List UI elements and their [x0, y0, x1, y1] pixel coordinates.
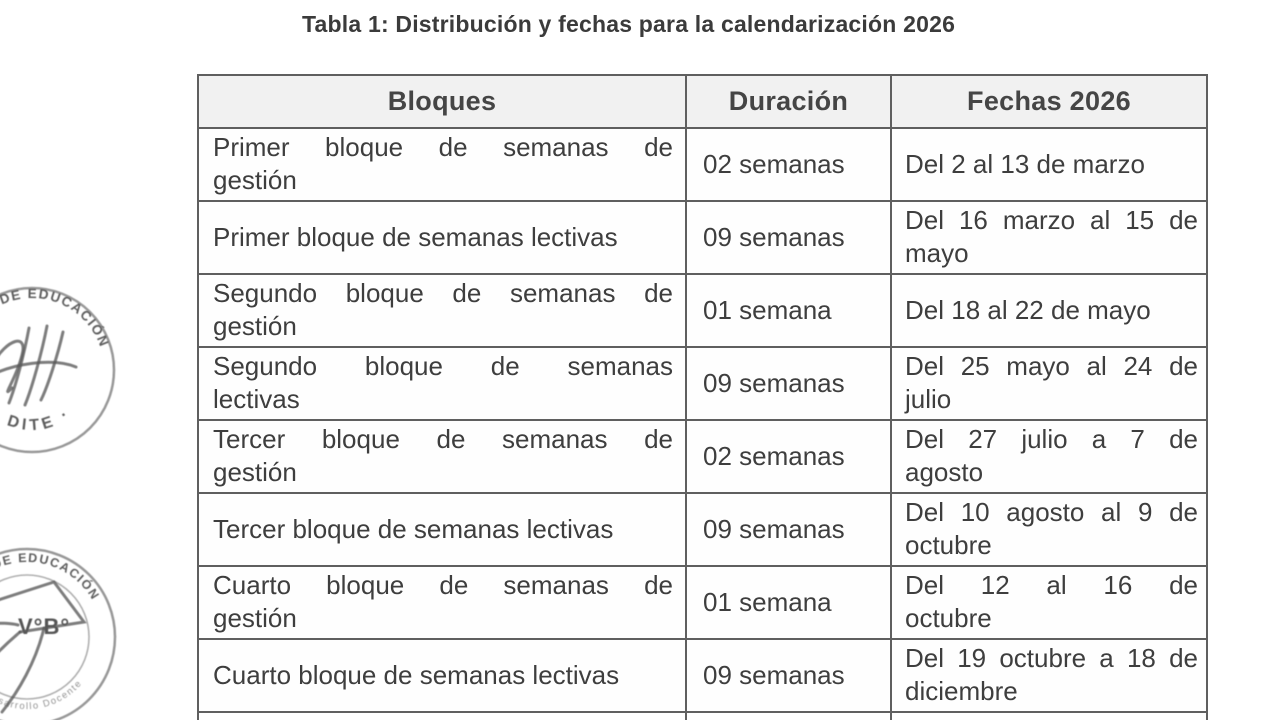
column-header-fechas: Fechas 2026	[890, 74, 1208, 129]
stamp-outer-ring	[0, 286, 116, 454]
cell-line: Primer bloque de semanas de	[213, 132, 673, 162]
cell-bloques: Segundo bloque de semanas lectivas	[197, 346, 687, 421]
ministry-stamp-dite: MINISTERIO DE EDUCACIÓN · DITE ·	[0, 286, 116, 454]
cell-line: Segundo bloque de semanas	[213, 351, 673, 381]
cell-line: Quinto bloque de semanas de	[213, 715, 673, 720]
calendar-table: Bloques Duración Fechas 2026 Primer bloque…	[197, 74, 1208, 720]
cell-line: 01 semana	[703, 294, 832, 325]
cell-line: Del 2 al 13 de marzo	[905, 148, 1145, 179]
cell-line: 09 semanas	[703, 659, 845, 690]
cell-line: Del 25 mayo al 24 de	[905, 351, 1198, 381]
signature-scribble	[0, 324, 78, 407]
cell-line: octubre	[905, 530, 992, 560]
cell-fechas: Del 19 octubre a 18 de diciembre	[890, 638, 1208, 713]
cell-fechas: Del 12 al 16 de octubre	[890, 565, 1208, 640]
cell-line: Segundo bloque de semanas de	[213, 278, 673, 308]
cell-bloques: Tercer bloque de semanas lectivas	[197, 492, 687, 567]
signature-scribble	[0, 580, 87, 714]
cell-line: gestión	[213, 457, 297, 487]
table-header-row: Bloques Duración Fechas 2026	[197, 74, 1208, 129]
cell-line: julio	[905, 384, 952, 414]
cell-fechas: Del 2 al 13 de marzo	[890, 127, 1208, 202]
table-row: Primer bloque de semanas lectivas 09 sema…	[197, 200, 1208, 275]
cell-duracion: 09 semanas	[685, 346, 892, 421]
cell-line: Cuarto bloque de semanas de	[213, 570, 673, 600]
cell-line: octubre	[905, 603, 992, 633]
cell-line: Primer bloque de semanas lectivas	[213, 221, 618, 252]
cell-line: Tercer bloque de semanas de	[213, 424, 673, 454]
cell-duracion: 01 semana	[685, 273, 892, 348]
cell-line: 02 semanas	[703, 440, 845, 471]
cell-fechas: Del 10 agosto al 9 de octubre	[890, 492, 1208, 567]
cell-line: 09 semanas	[703, 513, 845, 544]
cell-line: Del 10 agosto al 9 de	[905, 497, 1198, 527]
cell-bloques: Primer bloque de semanas de gestión	[197, 127, 687, 202]
stamp-dite-text: · DITE ·	[0, 404, 75, 434]
cell-bloques: Segundo bloque de semanas de gestión	[197, 273, 687, 348]
cell-line: Del 21 al 31 de	[905, 715, 1198, 720]
stamp-inner-ring	[0, 574, 90, 700]
cell-fechas: Del 27 julio a 7 de agosto	[890, 419, 1208, 494]
table-body: Primer bloque de semanas de gestión 02 sem…	[197, 127, 1208, 720]
cell-duracion: 02 semanas	[685, 711, 892, 720]
cell-bloques: Tercer bloque de semanas de gestión	[197, 419, 687, 494]
cell-bloques: Primer bloque de semanas lectivas	[197, 200, 687, 275]
cell-bloques: Cuarto bloque de semanas lectivas	[197, 638, 687, 713]
cell-line: 09 semanas	[703, 221, 845, 252]
stamp-outer-ring	[0, 547, 117, 720]
cell-line: lectivas	[213, 384, 300, 414]
cell-line: agosto	[905, 457, 984, 487]
cell-line: Tercer bloque de semanas lectivas	[213, 513, 614, 544]
table-row: Segundo bloque de semanas de gestión 01 se…	[197, 273, 1208, 348]
column-header-bloques: Bloques	[197, 74, 687, 129]
table-row: Tercer bloque de semanas lectivas 09 sema…	[197, 492, 1208, 567]
cell-fechas: Del 25 mayo al 24 de julio	[890, 346, 1208, 421]
cell-fechas: Del 18 al 22 de mayo	[890, 273, 1208, 348]
table-row: Tercer bloque de semanas de gestión 02 sem…	[197, 419, 1208, 494]
cell-line: gestión	[213, 311, 297, 341]
cell-line: gestión	[213, 603, 297, 633]
table-row: Cuarto bloque de semanas lectivas 09 sema…	[197, 638, 1208, 713]
cell-line: 09 semanas	[703, 367, 845, 398]
cell-duracion: 09 semanas	[685, 200, 892, 275]
cell-duracion: 02 semanas	[685, 419, 892, 494]
cell-line: Del 27 julio a 7 de	[905, 424, 1198, 454]
cell-line: mayo	[905, 238, 969, 268]
cell-line: Del 16 marzo al 15 de	[905, 205, 1198, 235]
cell-duracion: 01 semana	[685, 565, 892, 640]
cell-duracion: 09 semanas	[685, 638, 892, 713]
cell-line: Del 18 al 22 de mayo	[905, 294, 1151, 325]
cell-duracion: 09 semanas	[685, 492, 892, 567]
ministry-stamp-vobo: MINISTERIO DE EDUCACIÓN de Desarrollo Do…	[0, 547, 117, 720]
cell-line: gestión	[213, 165, 297, 195]
cell-line: Del 19 octubre a 18 de	[905, 643, 1198, 673]
column-header-duracion: Duración	[685, 74, 892, 129]
table-row: Primer bloque de semanas de gestión 02 sem…	[197, 127, 1208, 202]
cell-line: Del 12 al 16 de	[905, 570, 1198, 600]
cell-line: Cuarto bloque de semanas lectivas	[213, 659, 620, 690]
cell-line: diciembre	[905, 676, 1018, 706]
cell-line: 02 semanas	[703, 148, 845, 179]
table-row: Segundo bloque de semanas lectivas 09 sema…	[197, 346, 1208, 421]
cell-fechas: Del 16 marzo al 15 de mayo	[890, 200, 1208, 275]
document-title: Tabla 1: Distribución y fechas para la c…	[302, 11, 956, 37]
table-row: Cuarto bloque de semanas de gestión 01 sem…	[197, 565, 1208, 640]
cell-line: 01 semana	[703, 586, 832, 617]
cell-bloques: Cuarto bloque de semanas de gestión	[197, 565, 687, 640]
cell-duracion: 02 semanas	[685, 127, 892, 202]
